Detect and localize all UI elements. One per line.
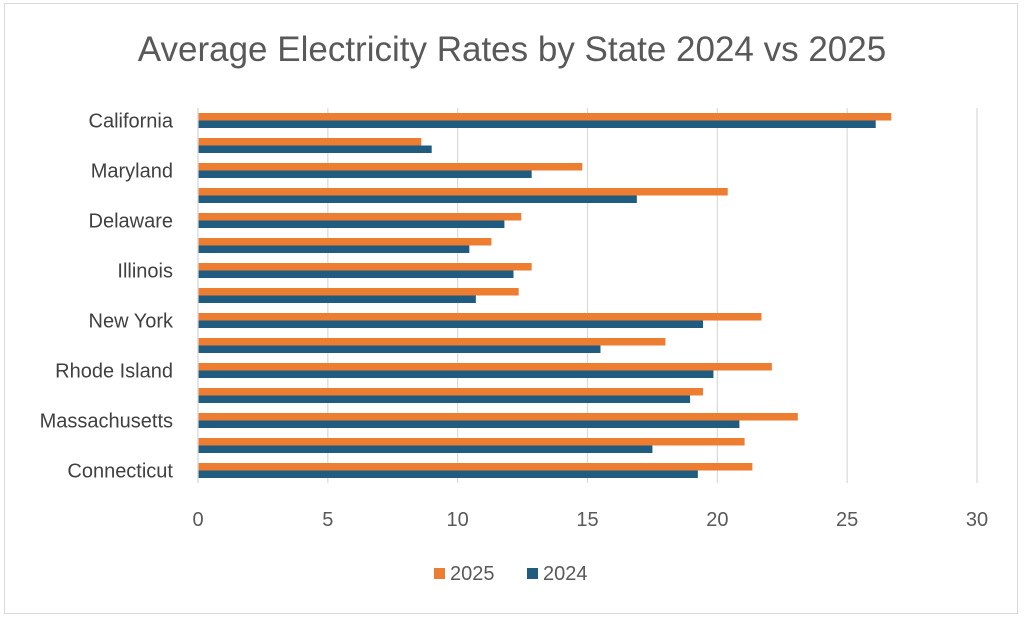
chart-title: Average Electricity Rates by State 2024 … bbox=[137, 30, 887, 69]
legend-label-2025: 2025 bbox=[450, 563, 495, 585]
bar-2024-4 bbox=[198, 220, 505, 228]
bar-2025-3 bbox=[198, 188, 728, 196]
y-tick-label: Rhode Island bbox=[55, 361, 173, 383]
legend-label-2024: 2024 bbox=[543, 563, 588, 585]
bar-2025-6 bbox=[198, 263, 532, 271]
x-tick-label: 25 bbox=[836, 509, 858, 531]
bar-2025-4 bbox=[198, 213, 522, 221]
y-tick-label: Delaware bbox=[89, 211, 173, 233]
y-tick-label: New York bbox=[89, 311, 174, 333]
bar-2025-10 bbox=[198, 363, 772, 371]
bar-2025-2 bbox=[198, 163, 583, 171]
bar-2025-8 bbox=[198, 313, 762, 321]
x-axis-ticks: 0 5 10 15 20 25 30 bbox=[192, 509, 988, 531]
bar-2024-8 bbox=[198, 320, 704, 328]
bar-2025-13 bbox=[198, 438, 745, 446]
y-tick-label: Maryland bbox=[91, 161, 173, 183]
bar-2024-0 bbox=[198, 120, 876, 128]
legend-swatch-2024 bbox=[527, 568, 538, 579]
x-tick-label: 10 bbox=[447, 509, 469, 531]
bar-2024-7 bbox=[198, 295, 476, 303]
bar-2025-7 bbox=[198, 288, 519, 296]
bar-2024-14 bbox=[198, 470, 698, 478]
x-tick-label: 15 bbox=[576, 509, 598, 531]
bar-2025-5 bbox=[198, 238, 492, 246]
y-tick-label: California bbox=[89, 111, 174, 133]
bar-2024-3 bbox=[198, 195, 637, 203]
bar-2025-14 bbox=[198, 463, 753, 471]
x-tick-label: 30 bbox=[966, 509, 988, 531]
y-tick-label: Massachusetts bbox=[40, 411, 173, 433]
bar-2025-11 bbox=[198, 388, 704, 396]
bar-2025-12 bbox=[198, 413, 798, 421]
legend-swatch-2025 bbox=[434, 568, 445, 579]
x-tick-label: 20 bbox=[706, 509, 728, 531]
bar-2025-1 bbox=[198, 138, 422, 146]
bar-2025-0 bbox=[198, 113, 892, 121]
y-axis: California Maryland Delaware Illinois New Yo… bbox=[40, 108, 199, 483]
x-tick-label: 5 bbox=[322, 509, 333, 531]
bar-2025-9 bbox=[198, 338, 666, 346]
bar-2024-9 bbox=[198, 345, 601, 353]
bar-2024-10 bbox=[198, 370, 714, 378]
x-tick-label: 0 bbox=[192, 509, 203, 531]
bar-2024-1 bbox=[198, 145, 432, 153]
bar-2024-6 bbox=[198, 270, 514, 278]
bar-2024-11 bbox=[198, 395, 691, 403]
bar-2024-5 bbox=[198, 245, 470, 253]
y-tick-label: Illinois bbox=[117, 261, 173, 283]
legend: 2025 2024 bbox=[434, 563, 588, 585]
bar-2024-2 bbox=[198, 170, 532, 178]
bar-2024-12 bbox=[198, 420, 740, 428]
bars bbox=[198, 113, 892, 478]
bar-2024-13 bbox=[198, 445, 653, 453]
chart-frame bbox=[4, 3, 1018, 614]
y-tick-label: Connecticut bbox=[67, 461, 173, 483]
